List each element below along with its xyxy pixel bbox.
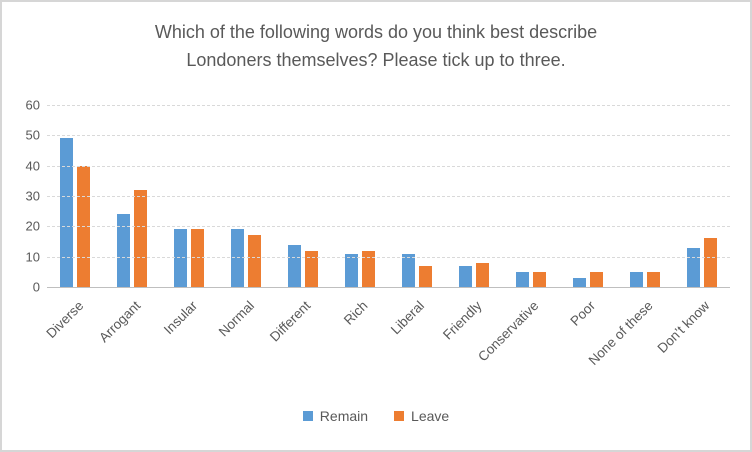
gridline-40 xyxy=(47,165,730,167)
gridline-30 xyxy=(47,196,730,197)
bar-groups xyxy=(47,105,730,287)
bar-group-different xyxy=(275,105,332,287)
bar-group-conservative xyxy=(502,105,559,287)
x-axis-labels: Diverse Arrogant Insular Normal Different Ric… xyxy=(43,288,730,393)
bar-group-rich xyxy=(332,105,389,287)
bar-leave-poor xyxy=(589,271,603,287)
bar-leave-different xyxy=(305,250,319,287)
y-tick-label-60: 60 xyxy=(25,97,40,113)
bar-group-friendly xyxy=(445,105,502,287)
bar-leave-arrogant xyxy=(134,189,148,287)
legend-label-remain: Remain xyxy=(319,408,369,424)
bar-remain-normal xyxy=(231,229,245,287)
bar-group-insular xyxy=(161,105,218,287)
bar-leave-none-of-these xyxy=(646,271,660,287)
x-tick-label-different: Different xyxy=(267,298,314,345)
bar-group-poor xyxy=(559,105,616,287)
bar-group-normal xyxy=(218,105,275,287)
x-tick-label-liberal: Liberal xyxy=(388,298,428,338)
chart-title-line-2: Londoners themselves? Please tick up to … xyxy=(186,50,566,70)
x-slot-diverse: Diverse xyxy=(43,288,104,393)
bar-remain-insular xyxy=(174,229,188,287)
x-slot-liberal: Liberal xyxy=(388,288,446,393)
chart-title: Which of the following words do you thin… xyxy=(2,18,750,74)
bar-leave-liberal xyxy=(418,265,432,287)
bar-leave-rich xyxy=(362,250,376,287)
bar-group-liberal xyxy=(389,105,446,287)
legend-marker-leave xyxy=(394,411,405,421)
chart-title-line-1: Which of the following words do you thin… xyxy=(154,22,598,42)
bar-group-none-of-these xyxy=(616,105,673,287)
bar-remain-poor xyxy=(572,277,586,287)
x-tick-label-insular: Insular xyxy=(160,298,200,338)
legend-marker-remain xyxy=(302,411,313,421)
y-tick-label-40: 40 xyxy=(25,158,40,174)
legend-entry-leave: Leave xyxy=(394,408,449,424)
gridline-60 xyxy=(47,105,730,106)
x-slot-different: Different xyxy=(267,288,332,393)
x-slot-don-t-know: Don’t know xyxy=(654,288,730,393)
y-tick-label-50: 50 xyxy=(25,127,40,143)
gridline-50 xyxy=(47,135,730,137)
bar-group-arrogant xyxy=(104,105,161,287)
bar-remain-liberal xyxy=(401,253,415,287)
plot-area xyxy=(47,105,730,288)
legend-label-leave: Leave xyxy=(411,408,450,424)
x-slot-arrogant: Arrogant xyxy=(96,288,161,393)
bar-remain-conservative xyxy=(515,271,529,287)
y-tick-label-20: 20 xyxy=(25,218,40,234)
y-tick-label-30: 30 xyxy=(25,188,40,204)
x-tick-label-friendly: Friendly xyxy=(439,298,485,343)
legend-entry-remain: Remain xyxy=(302,408,369,424)
bar-leave-don-t-know xyxy=(703,238,717,287)
x-slot-rich: Rich xyxy=(332,288,389,393)
legend: Remain Leave xyxy=(2,408,750,424)
gridline-20 xyxy=(47,226,730,228)
bar-remain-friendly xyxy=(458,265,472,287)
bar-leave-friendly xyxy=(475,262,489,287)
bar-remain-none-of-these xyxy=(629,271,643,287)
x-slot-normal: Normal xyxy=(215,288,275,393)
bar-leave-conservative xyxy=(532,271,546,287)
x-slot-conservative: Conservative xyxy=(475,288,559,393)
x-axis-line xyxy=(47,287,730,288)
bar-remain-different xyxy=(288,244,302,287)
x-tick-label-poor: Poor xyxy=(567,298,599,329)
x-slot-insular: Insular xyxy=(161,288,218,393)
bar-remain-arrogant xyxy=(117,214,131,287)
bar-remain-rich xyxy=(345,253,359,287)
bar-leave-normal xyxy=(248,235,262,287)
y-tick-label-0: 0 xyxy=(32,279,40,295)
x-tick-label-normal: Normal xyxy=(215,298,257,340)
bar-leave-insular xyxy=(191,229,205,287)
x-tick-label-rich: Rich xyxy=(340,298,371,328)
gridline-10 xyxy=(47,256,730,258)
y-axis-labels: 0 10 20 30 40 50 60 xyxy=(2,98,40,295)
y-tick-label-10: 10 xyxy=(25,249,40,265)
bar-remain-don-t-know xyxy=(686,247,700,287)
bar-remain-diverse xyxy=(60,138,74,287)
x-tick-label-diverse: Diverse xyxy=(43,298,87,341)
